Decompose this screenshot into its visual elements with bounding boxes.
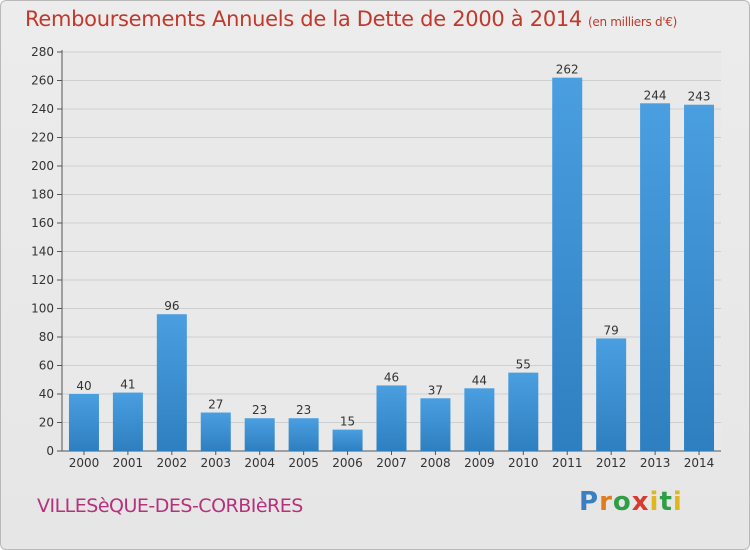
y-tick-label: 260 <box>31 74 54 88</box>
data-label: 79 <box>604 323 619 337</box>
data-label: 96 <box>164 299 179 313</box>
bar <box>640 103 671 452</box>
x-tick-label: 2004 <box>244 456 275 470</box>
bar <box>68 394 99 451</box>
chart-title-text: Remboursements Annuels de la Dette de 20… <box>25 7 582 31</box>
x-tick-label: 2002 <box>157 456 188 470</box>
x-tick-label: 2006 <box>332 456 363 470</box>
data-label: 37 <box>428 383 443 397</box>
y-tick-label: 220 <box>31 131 54 145</box>
data-label: 243 <box>688 90 711 104</box>
unit-note: (en milliers d'€) <box>588 15 678 29</box>
y-tick-label: 140 <box>31 245 54 259</box>
x-tick-label: 2001 <box>113 456 144 470</box>
bar <box>244 418 275 451</box>
bar <box>156 314 187 451</box>
y-tick-label: 40 <box>39 387 54 401</box>
data-label: 23 <box>252 403 267 417</box>
data-label: 41 <box>120 378 135 392</box>
y-tick-label: 20 <box>39 416 54 430</box>
y-tick-label: 0 <box>46 444 54 458</box>
data-label: 44 <box>472 373 487 387</box>
y-tick-label: 160 <box>31 216 54 230</box>
x-tick-label: 2000 <box>69 456 100 470</box>
y-tick-label: 280 <box>31 45 54 59</box>
commune-name: VILLESèQUE-DES-CORBIèRES <box>37 495 303 517</box>
bar <box>288 418 319 451</box>
x-tick-label: 2010 <box>508 456 539 470</box>
x-tick-label: 2003 <box>200 456 231 470</box>
x-tick-label: 2005 <box>288 456 319 470</box>
data-label: 15 <box>340 415 355 429</box>
y-tick-label: 180 <box>31 188 54 202</box>
chart-title: Remboursements Annuels de la Dette de 20… <box>25 7 677 31</box>
x-tick-label: 2008 <box>420 456 451 470</box>
y-tick-label: 100 <box>31 302 54 316</box>
x-tick-label: 2009 <box>464 456 495 470</box>
y-tick-label: 200 <box>31 159 54 173</box>
x-tick-label: 2011 <box>552 456 583 470</box>
bar <box>464 388 495 451</box>
data-label: 23 <box>296 403 311 417</box>
proxiti-logo: Proxiti <box>579 487 683 517</box>
bar <box>112 392 143 451</box>
data-label: 27 <box>208 398 223 412</box>
bar <box>332 429 363 451</box>
y-tick-label: 120 <box>31 273 54 287</box>
data-label: 55 <box>516 358 531 372</box>
bar <box>376 385 407 451</box>
bar <box>508 372 539 451</box>
x-tick-label: 2014 <box>684 456 715 470</box>
data-label: 262 <box>556 63 579 77</box>
data-label: 40 <box>76 379 91 393</box>
x-tick-label: 2012 <box>596 456 627 470</box>
bar <box>420 398 451 451</box>
y-tick-label: 240 <box>31 102 54 116</box>
data-label: 244 <box>644 88 667 102</box>
x-tick-label: 2013 <box>640 456 671 470</box>
x-tick-label: 2007 <box>376 456 407 470</box>
y-tick-label: 80 <box>39 330 54 344</box>
bar <box>200 412 231 451</box>
bar <box>552 77 583 452</box>
bar <box>684 104 715 451</box>
y-tick-label: 60 <box>39 359 54 373</box>
bar <box>596 338 627 451</box>
data-label: 46 <box>384 370 399 384</box>
